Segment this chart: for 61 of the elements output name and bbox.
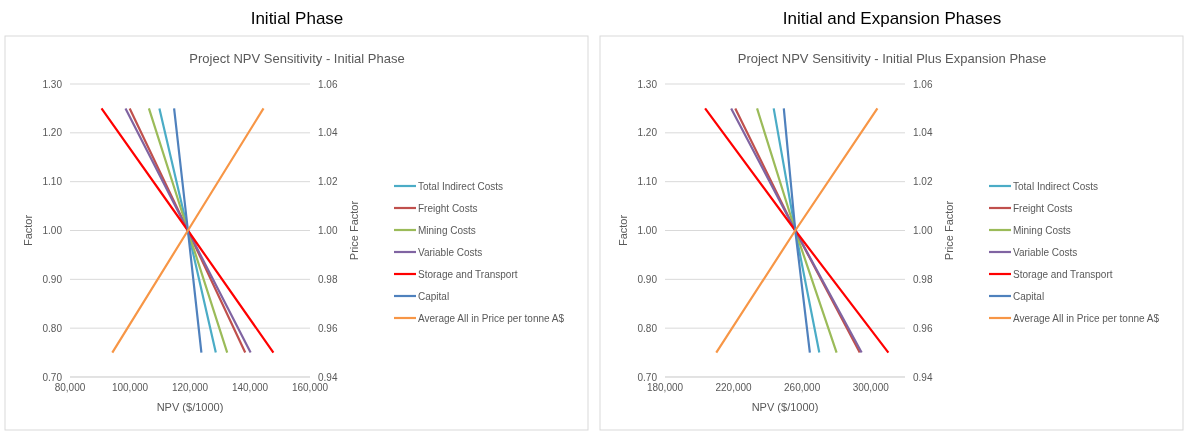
chart-subtitle: Project NPV Sensitivity - Initial Plus Expansion Phase [737, 51, 1047, 66]
legend-label: Freight Costs [1013, 202, 1073, 214]
y-tick-label: 1.10 [42, 176, 63, 188]
x-tick-label: 100,000 [111, 382, 149, 393]
y2-tick-label: 1.04 [318, 127, 338, 139]
legend-label: Freight Costs [418, 202, 478, 214]
y-tick-label: 1.20 [637, 127, 658, 139]
y2-tick-label: 1.04 [913, 127, 933, 139]
y-tick-label: 1.20 [42, 127, 63, 139]
y-tick-label: 1.30 [42, 78, 63, 90]
y-axis-title: Factor [617, 214, 629, 247]
x-axis-title: NPV ($/1000) [751, 401, 819, 413]
x-tick-label: 120,000 [171, 382, 209, 393]
y2-tick-label: 1.02 [913, 176, 933, 188]
legend-label: Total Indirect Costs [418, 180, 504, 192]
y2-tick-label: 0.96 [318, 322, 338, 334]
legend-label: Average All in Price per tonne A$ [1013, 312, 1160, 324]
legend-label: Capital [1013, 290, 1045, 302]
y2-tick-label: 1.00 [913, 225, 933, 236]
y2-axis-title: Price Factor [348, 200, 360, 261]
legend-label: Variable Costs [418, 246, 483, 258]
x-tick-label: 300,000 [852, 382, 890, 393]
legend-label: Storage and Transport [418, 268, 518, 280]
y-tick-label: 1.10 [637, 176, 658, 188]
y2-tick-label: 1.06 [913, 78, 933, 90]
legend-label: Mining Costs [418, 224, 476, 236]
y-tick-label: 0.70 [42, 371, 63, 383]
x-tick-label: 80,000 [54, 382, 86, 393]
chart-title: Initial and Expansion Phases [782, 9, 1002, 28]
y2-tick-label: 1.00 [318, 225, 338, 236]
y2-tick-label: 0.98 [913, 273, 933, 285]
y2-tick-label: 0.94 [913, 371, 933, 383]
y-tick-label: 0.80 [637, 322, 658, 334]
y2-tick-label: 1.02 [318, 176, 338, 188]
y-axis-title: Factor [22, 214, 34, 247]
x-tick-label: 260,000 [784, 382, 821, 393]
y2-tick-label: 0.94 [318, 371, 338, 383]
legend-label: Variable Costs [1013, 246, 1078, 258]
legend-label: Average All in Price per tonne A$ [418, 312, 565, 324]
y-tick-label: 1.00 [42, 225, 63, 236]
y2-tick-label: 0.98 [318, 273, 338, 285]
y2-tick-label: 0.96 [913, 322, 933, 334]
legend-label: Total Indirect Costs [1013, 180, 1099, 192]
y2-axis-title: Price Factor [943, 200, 955, 261]
x-tick-label: 160,000 [291, 382, 329, 393]
x-tick-label: 180,000 [646, 382, 684, 393]
y-tick-label: 0.90 [42, 273, 63, 285]
y-tick-label: 0.70 [637, 371, 658, 383]
legend-label: Capital [418, 290, 450, 302]
y-tick-label: 0.90 [637, 273, 658, 285]
x-tick-label: 140,000 [231, 382, 269, 393]
chart-title: Initial Phase [250, 9, 344, 28]
legend-label: Mining Costs [1013, 224, 1071, 236]
y2-tick-label: 1.06 [318, 78, 338, 90]
x-tick-label: 220,000 [715, 382, 753, 393]
chart-subtitle: Project NPV Sensitivity - Initial Phase [189, 51, 405, 66]
y-tick-label: 1.30 [637, 78, 658, 90]
x-axis-title: NPV ($/1000) [156, 401, 224, 413]
y-tick-label: 0.80 [42, 322, 63, 334]
y-tick-label: 1.00 [637, 225, 658, 236]
legend-label: Storage and Transport [1013, 268, 1113, 280]
